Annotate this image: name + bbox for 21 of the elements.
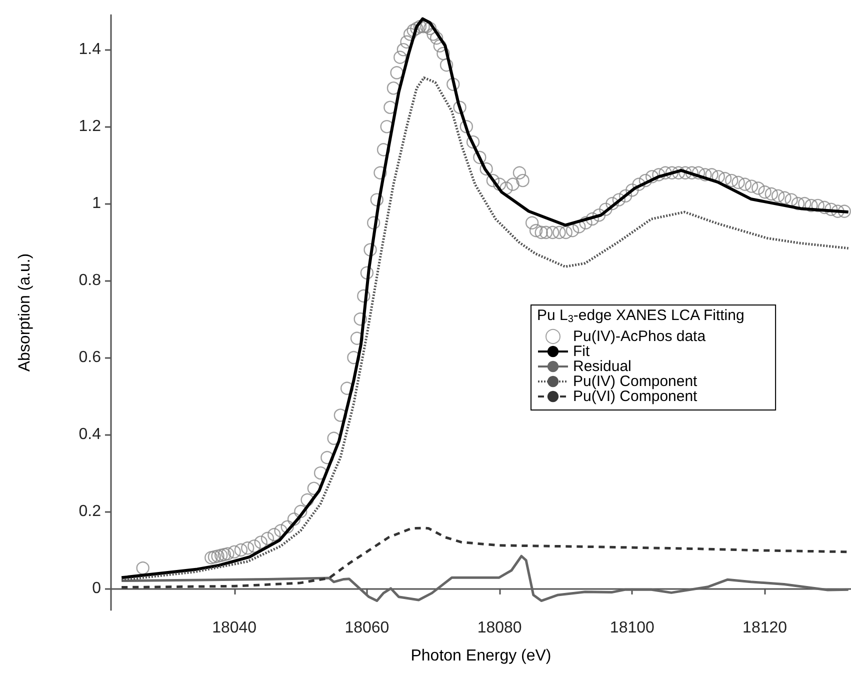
y-tick-label: 1.4 <box>78 41 102 58</box>
legend-label: Fit <box>573 343 590 360</box>
y-tick-label: 1 <box>92 195 102 212</box>
x-tick-label: 18100 <box>610 620 655 636</box>
x-axis-title: Photon Energy (eV) <box>410 648 552 664</box>
x-tick-label: 18040 <box>212 620 257 636</box>
legend-label: Pu(IV) Component <box>573 373 698 390</box>
y-tick-label: 0.6 <box>78 349 102 366</box>
y-axis-title: Absorption (a.u.) <box>16 253 34 372</box>
y-tick-label: 1.2 <box>78 118 102 136</box>
y-tick-label: 0.2 <box>78 502 102 520</box>
legend-label: Residual <box>573 358 632 375</box>
y-tick-label: 0.4 <box>78 426 102 443</box>
x-tick-label: 18120 <box>742 620 788 636</box>
y-tick-label: 0.8 <box>78 272 102 290</box>
legend-label: Pu(VI) Component <box>573 388 698 405</box>
x-tick-label: 18060 <box>344 620 390 636</box>
y-tick-label: 0 <box>92 580 102 597</box>
x-tick-label: 18080 <box>477 620 522 636</box>
line-series <box>120 554 850 602</box>
legend-label: Pu(IV)-AcPhos data <box>573 328 706 345</box>
